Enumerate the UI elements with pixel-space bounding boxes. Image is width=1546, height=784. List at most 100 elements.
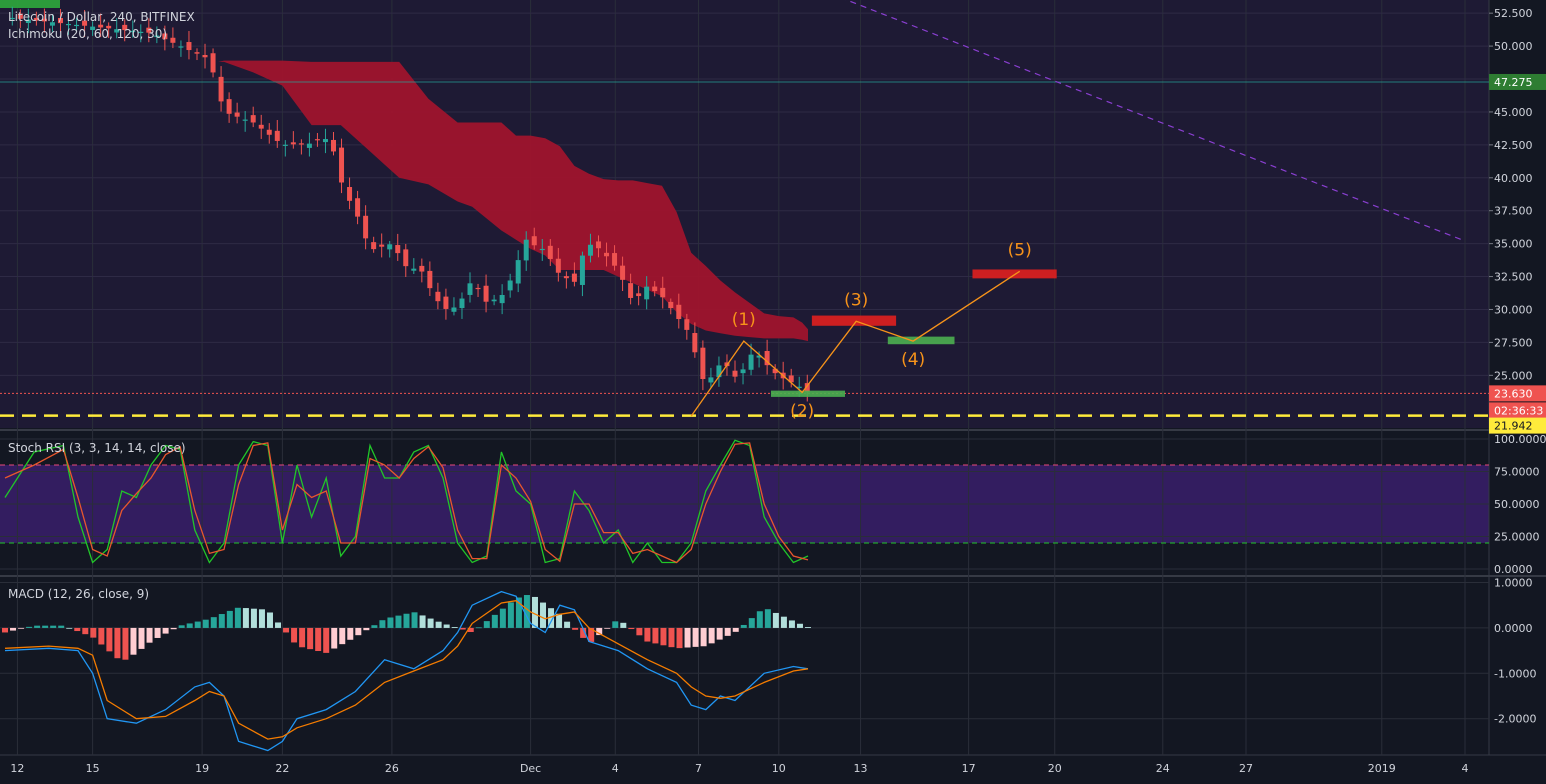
macd-histogram-bar: [427, 618, 434, 628]
macd-histogram-bar: [395, 615, 402, 628]
macd-histogram-bar: [700, 627, 707, 647]
resistance-price-badge: 47.275: [1494, 76, 1533, 89]
candle-body: [9, 17, 15, 20]
candle-body: [636, 293, 642, 297]
time-axis-labels[interactable]: 12 15 19 22 26 Dec 4 7 10 13 17 20 24 27 2019 4: [10, 762, 1468, 775]
macd-histogram-bar: [740, 624, 747, 628]
candle-body: [178, 46, 184, 48]
candle-body: [403, 249, 409, 267]
price-tick-label: 25.000: [1494, 369, 1533, 382]
macd-histogram-bar: [275, 622, 282, 628]
time-tick-label: 20: [1048, 762, 1062, 775]
time-tick-label: 27: [1239, 762, 1253, 775]
candle-body: [579, 255, 585, 285]
macd-histogram-bar: [307, 627, 314, 650]
candle-body: [66, 23, 72, 26]
candle-body: [74, 24, 80, 27]
macd-histogram-bar: [772, 612, 779, 628]
candle-body: [443, 296, 449, 309]
time-tick-label: 22: [275, 762, 289, 775]
macd-histogram-bar: [299, 627, 306, 648]
candle-body: [90, 26, 96, 31]
macd-histogram-bar: [540, 602, 547, 628]
stoch-tick-label: 0.0000: [1494, 563, 1533, 576]
macd-histogram-bar: [323, 627, 330, 653]
candle-body: [282, 144, 288, 146]
macd-histogram-bar: [716, 627, 723, 640]
macd-histogram-bar: [580, 627, 587, 638]
candle-body: [652, 286, 658, 292]
candle-body: [435, 291, 441, 302]
candle-body: [660, 287, 666, 298]
countdown-badge-bg: [1489, 402, 1546, 419]
support-zone: [771, 390, 845, 397]
candle-body: [347, 187, 353, 201]
candle-body: [339, 147, 345, 183]
macd-histogram-bar: [291, 627, 298, 643]
candle-body: [499, 294, 505, 304]
macd-histogram-bar: [98, 627, 105, 645]
time-tick-label: 7: [695, 762, 702, 775]
macd-histogram-bar: [186, 623, 193, 628]
macd-histogram-bar: [82, 627, 89, 635]
candle-body: [772, 368, 778, 374]
wave-polyline: [690, 270, 1021, 417]
macd-histogram-bar: [780, 616, 787, 628]
candle-body: [250, 115, 256, 123]
candle-body: [716, 365, 722, 378]
candle-body: [266, 129, 272, 135]
price-tick-label: 50.000: [1494, 40, 1533, 53]
candle-body: [515, 260, 521, 284]
candle-body: [41, 18, 47, 22]
price-axis-bg: [1489, 0, 1546, 755]
candle-body: [756, 355, 762, 358]
price-tick-label: 32.500: [1494, 271, 1533, 284]
macd-histogram-bar: [130, 627, 137, 655]
time-tick-label: 4: [1462, 762, 1469, 775]
macd-histogram-bar: [210, 617, 217, 628]
candle-body: [620, 265, 626, 280]
trend-line: [845, 0, 1466, 242]
macd-histogram-bar: [636, 627, 643, 636]
elliott-wave-path[interactable]: (1) (2) (3) (4) (5): [690, 240, 1032, 421]
candle-body: [804, 383, 810, 393]
macd-histogram-bar: [266, 612, 273, 628]
candle-body: [17, 13, 23, 19]
time-tick-label: 10: [772, 762, 786, 775]
candle-body: [467, 283, 473, 295]
macd-histogram-bar: [515, 597, 522, 628]
candle-body: [170, 37, 176, 43]
macd-histogram-bar: [34, 625, 41, 628]
macd-histogram-bar: [652, 627, 659, 644]
candle-body: [57, 17, 63, 24]
macd-histogram-bar: [234, 607, 241, 628]
candle-body: [507, 280, 513, 291]
candle-body: [322, 139, 328, 143]
support-price-badge-bg: [1489, 417, 1546, 434]
stoch-rsi-title[interactable]: Stoch RSI (3, 3, 14, 14, close): [8, 441, 186, 455]
macd-histogram-bar: [26, 626, 33, 628]
candle-body: [331, 139, 336, 152]
time-tick-label: 12: [10, 762, 24, 775]
candle-body: [788, 375, 794, 383]
purple-trend-line: [845, 0, 1466, 242]
macd-histogram-bar: [315, 627, 322, 652]
candle-body: [242, 119, 248, 121]
ichimoku-indicator-label[interactable]: Ichimoku (20, 60, 120, 30): [8, 27, 168, 41]
macd-histogram-bar: [796, 623, 803, 628]
candle-body: [98, 24, 104, 28]
price-tick-label: 30.000: [1494, 303, 1533, 316]
candle-body: [162, 33, 168, 40]
resistance-price-badge-bg: [1489, 73, 1546, 90]
time-axis-bg: [0, 755, 1546, 779]
stoch-tick-label: 25.0000: [1494, 531, 1540, 544]
macd-histogram-bar: [692, 627, 699, 647]
price-axis-labels[interactable]: 25.000 27.500 30.000 32.500 35.000 37.500 40.0…: [1489, 7, 1546, 726]
macd-histogram-bar: [419, 615, 426, 628]
symbol-title[interactable]: Litecoin / Dollar, 240, BITFINEX: [8, 10, 195, 24]
last-price-badge-bg: [1489, 385, 1546, 402]
macd-title[interactable]: MACD (12, 26, close, 9): [8, 587, 150, 601]
candle-body: [146, 27, 152, 33]
macd-histogram-bar: [218, 614, 225, 628]
